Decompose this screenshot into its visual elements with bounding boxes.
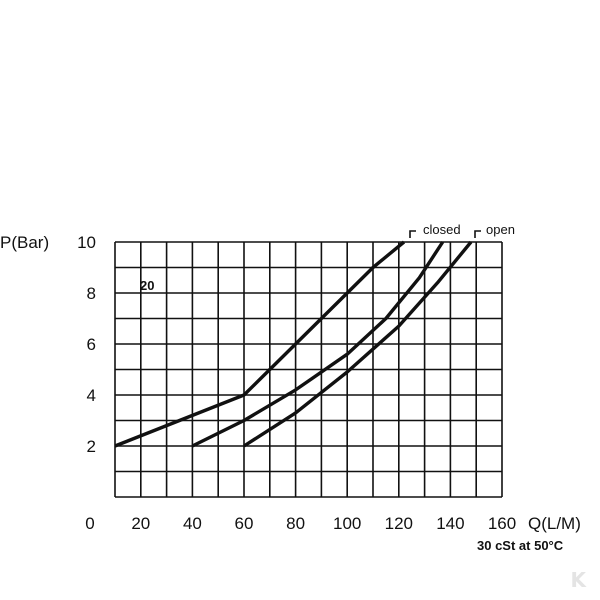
y-tick-label: 2 <box>87 437 96 456</box>
y-axis-label: P(Bar) <box>0 233 49 252</box>
x-tick-label: 140 <box>436 514 464 533</box>
y-tick-label: 6 <box>87 335 96 354</box>
y-tick-labels: 2 4 6 8 10 <box>77 233 96 456</box>
closed-bracket <box>409 230 416 238</box>
x-tick-labels: 0 20 40 60 80 100 120 140 160 <box>85 514 516 533</box>
x-axis-label: Q(L/M) <box>528 514 581 533</box>
closed-label: closed <box>423 222 461 237</box>
open-label: open <box>486 222 515 237</box>
grid <box>114 241 503 498</box>
x-tick-label: 80 <box>286 514 305 533</box>
x-tick-label: 40 <box>183 514 202 533</box>
y-tick-label: 10 <box>77 233 96 252</box>
x-tick-label: 0 <box>85 514 94 533</box>
open-bracket <box>474 230 481 238</box>
x-tick-label: 100 <box>333 514 361 533</box>
series-layer <box>114 240 473 448</box>
y-tick-label: 8 <box>87 284 96 303</box>
model-label: 20 <box>140 278 154 293</box>
series-line-2 <box>191 241 445 448</box>
condition-label: 30 cSt at 50°C <box>477 538 564 553</box>
series-line-3 <box>243 240 473 448</box>
watermark-logo-icon: K <box>570 568 587 592</box>
x-tick-label: 120 <box>385 514 413 533</box>
y-tick-label: 4 <box>87 386 96 405</box>
x-tick-label: 160 <box>488 514 516 533</box>
series-line-1 <box>114 240 406 448</box>
x-tick-label: 60 <box>235 514 254 533</box>
x-tick-label: 20 <box>131 514 150 533</box>
